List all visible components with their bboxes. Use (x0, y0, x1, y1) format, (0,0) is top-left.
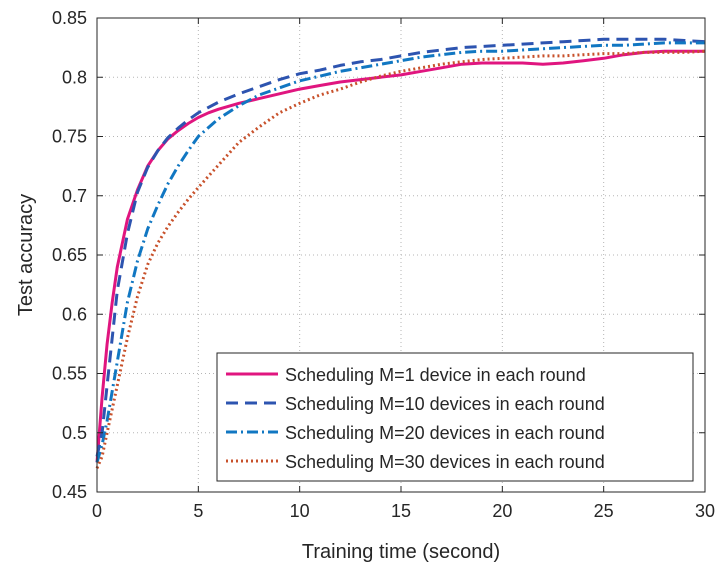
y-axis-label: Test accuracy (15, 194, 37, 316)
y-tick-label: 0.45 (52, 482, 87, 502)
y-tick-label: 0.75 (52, 127, 87, 147)
y-tick-label: 0.5 (62, 423, 87, 443)
axis-ticks (96, 17, 706, 493)
legend-box (216, 352, 694, 482)
legend-label-1: Scheduling M=1 device in each round (285, 365, 586, 385)
x-tick-label: 20 (492, 501, 512, 521)
y-tick-label: 0.6 (62, 304, 87, 324)
y-tick-labels: 0.45 0.5 0.55 0.6 0.65 0.7 0.75 0.8 0.85 (52, 8, 87, 502)
series-lines (95, 37, 706, 469)
x-tick-label: 15 (391, 501, 411, 521)
legend-items: Scheduling M=1 device in each round Sched… (226, 365, 605, 472)
x-tick-label: 0 (92, 501, 102, 521)
legend-label-3: Scheduling M=20 devices in each round (285, 423, 605, 443)
y-tick-label: 0.55 (52, 364, 87, 384)
legend-label-4: Scheduling M=30 devices in each round (285, 452, 605, 472)
x-tick-label: 30 (695, 501, 715, 521)
y-tick-label: 0.7 (62, 186, 87, 206)
x-tick-label: 10 (290, 501, 310, 521)
x-axis-label: Training time (second) (302, 541, 500, 563)
legend-label-2: Scheduling M=10 devices in each round (285, 394, 605, 414)
x-tick-label: 25 (594, 501, 614, 521)
y-tick-label: 0.8 (62, 67, 87, 87)
y-tick-label: 0.65 (52, 245, 87, 265)
legend: Scheduling M=1 device in each round Sched… (216, 352, 694, 482)
series-line-2 (95, 37, 706, 457)
series-line-3 (95, 41, 705, 463)
y-tick-label: 0.85 (52, 8, 87, 28)
series-line-1 (95, 49, 705, 463)
x-tick-labels: 0 5 10 15 20 25 30 (92, 501, 715, 521)
x-tick-label: 5 (193, 501, 203, 521)
